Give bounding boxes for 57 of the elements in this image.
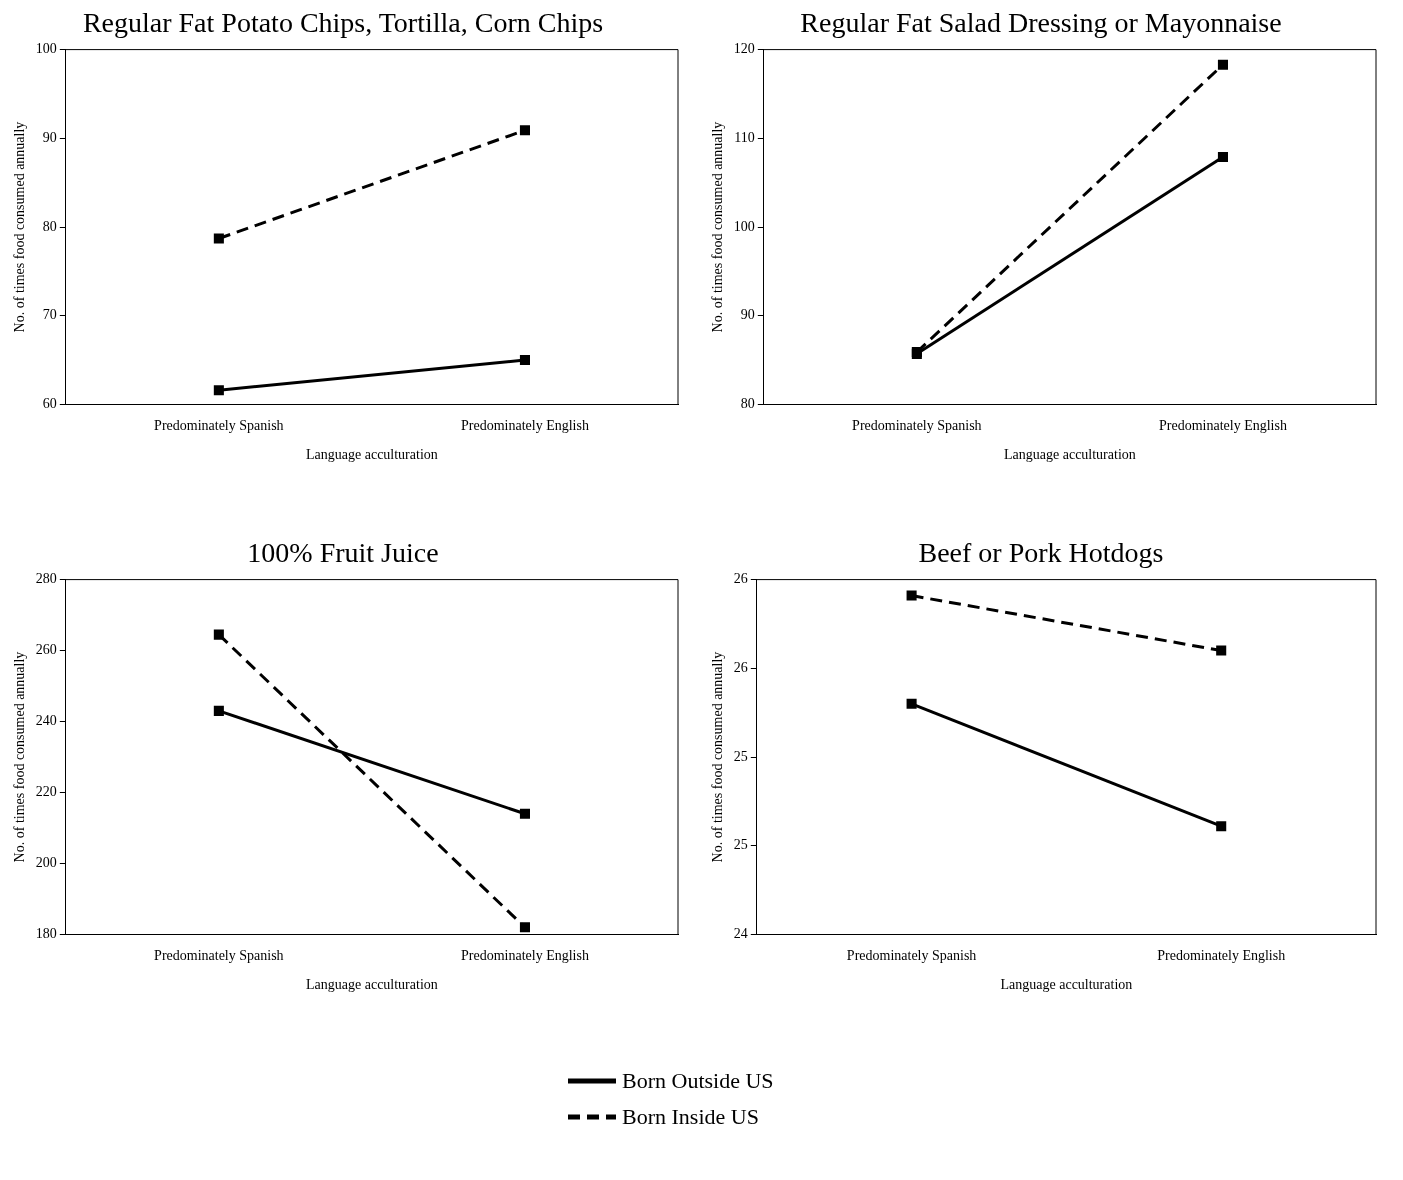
y-tick-label: 220 <box>35 784 57 800</box>
point <box>1216 645 1227 656</box>
y-tick-label: 180 <box>35 926 57 942</box>
point <box>906 698 917 709</box>
point <box>213 705 224 716</box>
y-tick-label: 60 <box>42 396 57 412</box>
y-tick-label: 90 <box>42 129 57 145</box>
chart-title: 100% Fruit Juice <box>247 537 439 569</box>
x-tick-label: Predominately Spanish <box>846 948 977 964</box>
x-axis-title: Language acculturation <box>1000 977 1133 993</box>
y-tick-label: 80 <box>740 396 755 412</box>
point <box>1216 821 1227 832</box>
y-tick-label: 80 <box>42 218 57 234</box>
point <box>1217 59 1228 70</box>
y-tick-label: 70 <box>42 307 57 323</box>
y-tick-label: 100 <box>35 41 57 57</box>
legend-label: Born Inside US <box>622 1104 759 1130</box>
chart-title: Regular Fat Potato Chips, Tortilla, Corn Chips <box>82 7 604 39</box>
point <box>519 355 530 366</box>
y-tick-label: 25 <box>733 748 748 764</box>
y-axis-title: No. of times food consumed annually <box>710 121 726 333</box>
point <box>519 125 530 136</box>
y-tick-label: 26 <box>733 571 748 587</box>
y-tick-label: 280 <box>35 571 57 587</box>
y-tick-label: 240 <box>35 713 57 729</box>
y-tick-label: 90 <box>740 307 755 323</box>
point <box>213 233 224 244</box>
x-tick-label: Predominately English <box>1158 418 1287 434</box>
y-axis-title: No. of times food consumed annually <box>12 651 28 863</box>
y-axis-title: No. of times food consumed annually <box>12 121 28 333</box>
y-axis-title: No. of times food consumed annually <box>710 651 726 863</box>
y-tick-label: 200 <box>35 855 57 871</box>
point <box>213 385 224 396</box>
y-tick-label: 100 <box>733 218 755 234</box>
x-tick-label: Predominately English <box>460 948 589 964</box>
point <box>213 629 224 640</box>
y-tick-label: 260 <box>35 642 57 658</box>
y-tick-label: 24 <box>733 926 748 942</box>
y-tick-label: 120 <box>733 41 755 57</box>
chart-title: Regular Fat Salad Dressing or Mayonnaise <box>800 7 1282 39</box>
y-tick-label: 110 <box>734 129 755 145</box>
y-tick-label: 26 <box>733 659 748 675</box>
legend-label: Born Outside US <box>622 1068 774 1094</box>
y-tick-label: 25 <box>733 837 748 853</box>
point <box>519 808 530 819</box>
x-axis-title: Language acculturation <box>306 447 438 463</box>
x-axis-title: Language acculturation <box>306 977 438 993</box>
point <box>906 590 917 601</box>
point <box>1217 151 1228 162</box>
x-tick-label: Predominately Spanish <box>154 948 284 964</box>
x-axis-title: Language acculturation <box>1004 447 1136 463</box>
x-tick-label: Predominately Spanish <box>852 418 982 434</box>
x-tick-label: Predominately English <box>1157 948 1286 964</box>
x-tick-label: Predominately English <box>460 418 589 434</box>
point <box>519 922 530 933</box>
x-tick-label: Predominately Spanish <box>154 418 284 434</box>
chart-title: Beef or Pork Hotdogs <box>918 537 1164 569</box>
